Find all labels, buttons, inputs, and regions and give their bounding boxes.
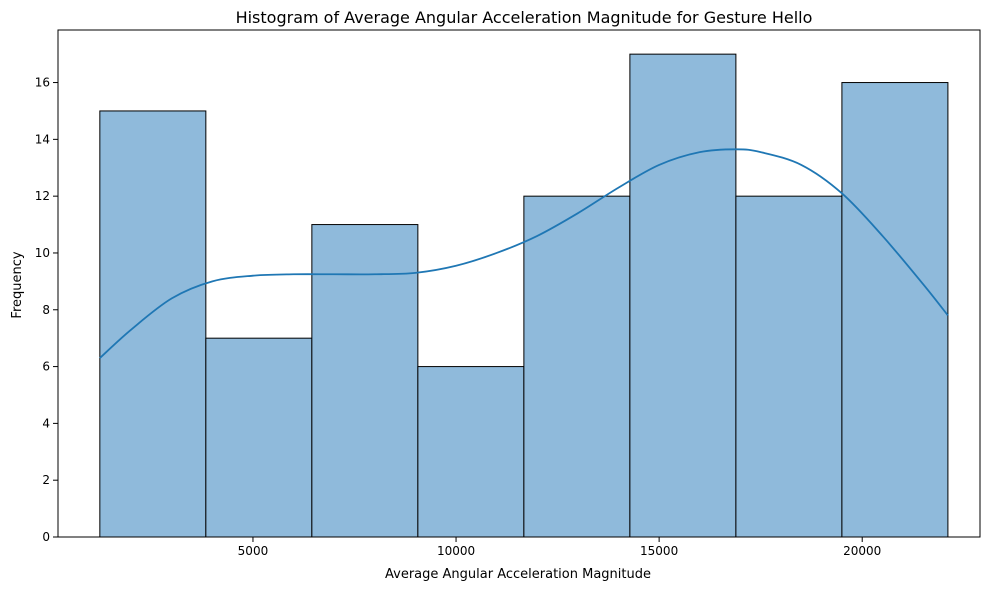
y-tick-label: 8 (42, 303, 50, 317)
y-tick-label: 2 (42, 473, 50, 487)
histogram-bar (841, 82, 949, 538)
y-tick-label: 6 (42, 360, 50, 374)
y-tick-label: 0 (42, 530, 50, 544)
histogram-bar (735, 195, 843, 538)
x-axis-ticks: 5000 10000 15000 20000 (238, 537, 881, 558)
chart-title: Histogram of Average Angular Acceleratio… (236, 8, 813, 27)
plot-frame (57, 29, 981, 538)
y-tick-label: 16 (35, 76, 50, 90)
y-axis-label: Frequency (10, 251, 25, 318)
kde-curve (99, 148, 949, 359)
histogram-bar (417, 366, 525, 538)
x-tick-label: 20000 (843, 544, 881, 558)
y-axis-ticks: 0 2 4 6 8 10 12 14 16 (35, 76, 58, 544)
histogram-bar (311, 224, 419, 538)
y-tick-label: 14 (35, 132, 50, 146)
bars-group (99, 53, 949, 538)
y-tick-label: 12 (35, 189, 50, 203)
x-tick-label: 5000 (238, 544, 269, 558)
histogram-bar (205, 337, 313, 538)
x-tick-label: 15000 (640, 544, 678, 558)
histogram-bar (99, 110, 207, 538)
x-axis-label: Average Angular Acceleration Magnitude (385, 567, 651, 582)
x-tick-label: 10000 (437, 544, 475, 558)
histogram-bar (629, 53, 737, 538)
y-tick-label: 4 (42, 416, 50, 430)
histogram-bar (523, 195, 631, 538)
y-tick-label: 10 (35, 246, 50, 260)
